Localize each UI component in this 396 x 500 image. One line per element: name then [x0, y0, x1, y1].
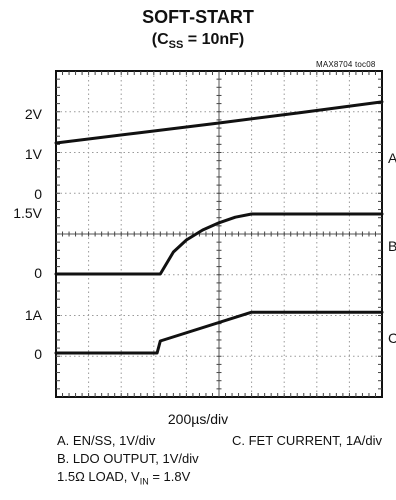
- legend-item-b: B. LDO OUTPUT, 1V/div: [57, 451, 199, 466]
- trace-a: [54, 100, 384, 145]
- y-tick-label: 0: [34, 346, 42, 362]
- legend-load-condition: 1.5Ω LOAD, VIN = 1.8V: [57, 469, 191, 487]
- legend-item-a: A. EN/SS, 1V/div: [57, 433, 156, 448]
- y-tick-label: 2V: [24, 106, 42, 122]
- channel-marker-a: A: [388, 150, 396, 166]
- x-axis-label: 200µs/div: [167, 411, 229, 427]
- y-tick-label: 1A: [24, 307, 42, 323]
- trace-b: [54, 212, 384, 276]
- figure-tag: MAX8704 toc08: [316, 60, 376, 69]
- channel-marker-c: C: [388, 330, 396, 346]
- legend-item-c: C. FET CURRENT, 1A/div: [232, 433, 383, 448]
- channel-marker-b: B: [388, 238, 396, 254]
- y-tick-label: 0: [34, 186, 42, 202]
- trace-c: [54, 310, 384, 355]
- y-tick-label: 1V: [24, 146, 42, 162]
- chart-title: SOFT-START: [142, 7, 254, 27]
- chart-subtitle: (CSS = 10nF): [151, 31, 245, 52]
- y-tick-label: 0: [34, 265, 42, 281]
- y-tick-label: 1.5V: [13, 205, 42, 221]
